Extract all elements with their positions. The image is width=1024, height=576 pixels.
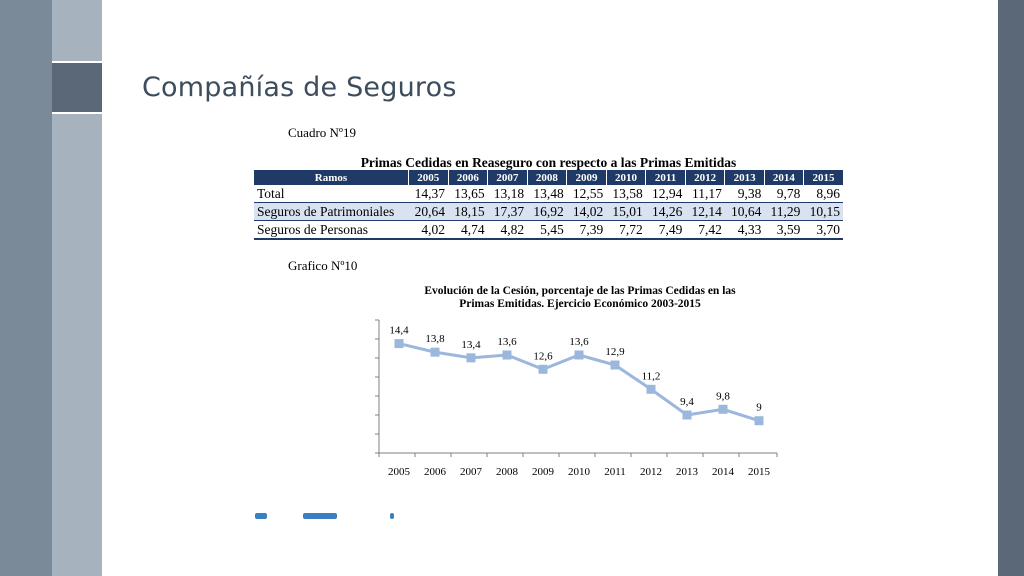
table-cell: 3,59 [764, 220, 804, 240]
table-cell: 11,29 [764, 202, 804, 221]
table-header-cell: 2009 [566, 170, 607, 185]
table-title: Primas Cedidas en Reaseguro con respecto… [360, 155, 737, 170]
x-tick-label: 2006 [424, 466, 447, 478]
table-cell: 14,02 [566, 202, 607, 221]
table-cell: 3,70 [803, 220, 843, 240]
table-row: Total 14,37 13,65 13,18 13,48 12,55 13,5… [254, 185, 843, 203]
data-label: 14,4 [389, 325, 409, 337]
data-point [430, 347, 440, 357]
table-cell: 13,48 [527, 185, 567, 203]
table-cell: 11,17 [685, 185, 725, 203]
table-header-cell: 2014 [764, 170, 804, 185]
data-label: 12,6 [533, 350, 553, 362]
table-cell: 15,01 [606, 202, 646, 221]
table-header-cell: 2005 [408, 170, 449, 185]
table-header-cell: 2011 [645, 170, 686, 185]
data-label: 12,9 [605, 346, 625, 358]
x-tick-label: 2009 [532, 466, 555, 478]
data-label: 9 [756, 402, 762, 414]
chart-title-line-1: Evolución de la Cesión, porcentaje de la… [424, 285, 736, 297]
cropped-text-fragment [255, 513, 395, 521]
table-cell: 12,94 [645, 185, 686, 203]
table-cell: 4,33 [724, 220, 765, 240]
data-point [466, 353, 476, 363]
data-label: 9,4 [680, 396, 694, 408]
table-cell: 10,64 [724, 202, 765, 221]
table-cell: 14,37 [408, 185, 449, 203]
chart-title: Evolución de la Cesión, porcentaje de la… [395, 285, 765, 311]
table-cell: 12,14 [685, 202, 725, 221]
table-cell: 20,64 [408, 202, 449, 221]
table-cell: 16,92 [527, 202, 567, 221]
table-header-cell: 2008 [527, 170, 568, 185]
table-cell: 4,02 [408, 220, 449, 240]
table-cell: 4,82 [487, 220, 528, 240]
table-header-cell: 2007 [487, 170, 528, 185]
x-tick-label: 2013 [676, 466, 699, 478]
table-row: Seguros de Personas 4,02 4,74 4,82 5,45 … [254, 220, 843, 240]
table-cell: 17,37 [487, 202, 528, 221]
x-tick-label: 2011 [604, 466, 626, 478]
table-cell: 13,65 [448, 185, 488, 203]
data-point [682, 410, 692, 420]
data-point [610, 360, 620, 370]
table-label: Cuadro Nº19 [288, 125, 356, 140]
table-cell: 8,96 [803, 185, 843, 203]
data-point [646, 384, 656, 394]
table-row-label: Seguros de Personas [254, 220, 409, 240]
table-cell: 10,15 [803, 202, 843, 221]
table-cell: 9,78 [764, 185, 804, 203]
data-point [574, 350, 584, 360]
table-cell: 9,38 [724, 185, 765, 203]
table-cell: 4,74 [448, 220, 488, 240]
table-cell: 7,42 [685, 220, 725, 240]
data-point [394, 339, 404, 349]
table-header-cell: 2006 [448, 170, 489, 185]
left-decor-block-accent [52, 63, 102, 114]
x-tick-label: 2005 [388, 466, 411, 478]
data-point [538, 364, 548, 374]
x-tick-label: 2007 [460, 466, 483, 478]
table-row: Seguros de Patrimoniales 20,64 18,15 17,… [254, 202, 843, 221]
table-header-row: Ramos 2005 2006 2007 2008 2009 2010 2011… [254, 170, 843, 185]
x-tick-label: 2012 [640, 466, 662, 478]
right-decor-band [998, 0, 1024, 576]
table-row-label: Total [254, 185, 409, 203]
data-label: 11,2 [642, 370, 661, 382]
table-cell: 14,26 [645, 202, 686, 221]
x-tick-label: 2014 [712, 466, 735, 478]
table-header-cell: 2015 [803, 170, 843, 185]
data-point [754, 416, 764, 426]
cession-line-chart: 2005 2006 2007 2008 2009 2010 2011 2012 2013 2014… [375, 319, 778, 478]
table-cell: 7,49 [645, 220, 686, 240]
table-header-cell: Ramos [254, 170, 409, 185]
table-cell: 18,15 [448, 202, 488, 221]
chart-title-line-2: Primas Emitidas. Ejercicio Económico 200… [459, 298, 701, 310]
data-label: 13,6 [497, 336, 517, 348]
table-cell: 5,45 [527, 220, 567, 240]
table-header-cell: 2012 [685, 170, 726, 185]
table-row-label: Seguros de Patrimoniales [254, 202, 409, 221]
table-cell: 12,55 [566, 185, 607, 203]
chart-label: Grafico Nº10 [288, 258, 358, 273]
x-tick-label: 2010 [568, 466, 591, 478]
table-header-cell: 2013 [724, 170, 765, 185]
table-cell: 13,18 [487, 185, 528, 203]
table-header-cell: 2010 [606, 170, 647, 185]
data-label: 9,8 [716, 390, 730, 402]
left-decor-block-top [52, 0, 102, 63]
premiums-table: Ramos 2005 2006 2007 2008 2009 2010 2011… [254, 170, 843, 240]
table-cell: 13,58 [606, 185, 646, 203]
left-decor-band [0, 0, 52, 576]
x-tick-label: 2008 [496, 466, 519, 478]
data-point [718, 404, 728, 414]
x-tick-label: 2015 [748, 466, 771, 478]
data-label: 13,4 [461, 339, 481, 351]
table-cell: 7,39 [566, 220, 607, 240]
data-label: 13,6 [569, 336, 589, 348]
data-point [502, 350, 512, 360]
data-label: 13,8 [425, 333, 445, 345]
table-cell: 7,72 [606, 220, 646, 240]
slide-title: Compañías de Seguros [142, 72, 457, 103]
